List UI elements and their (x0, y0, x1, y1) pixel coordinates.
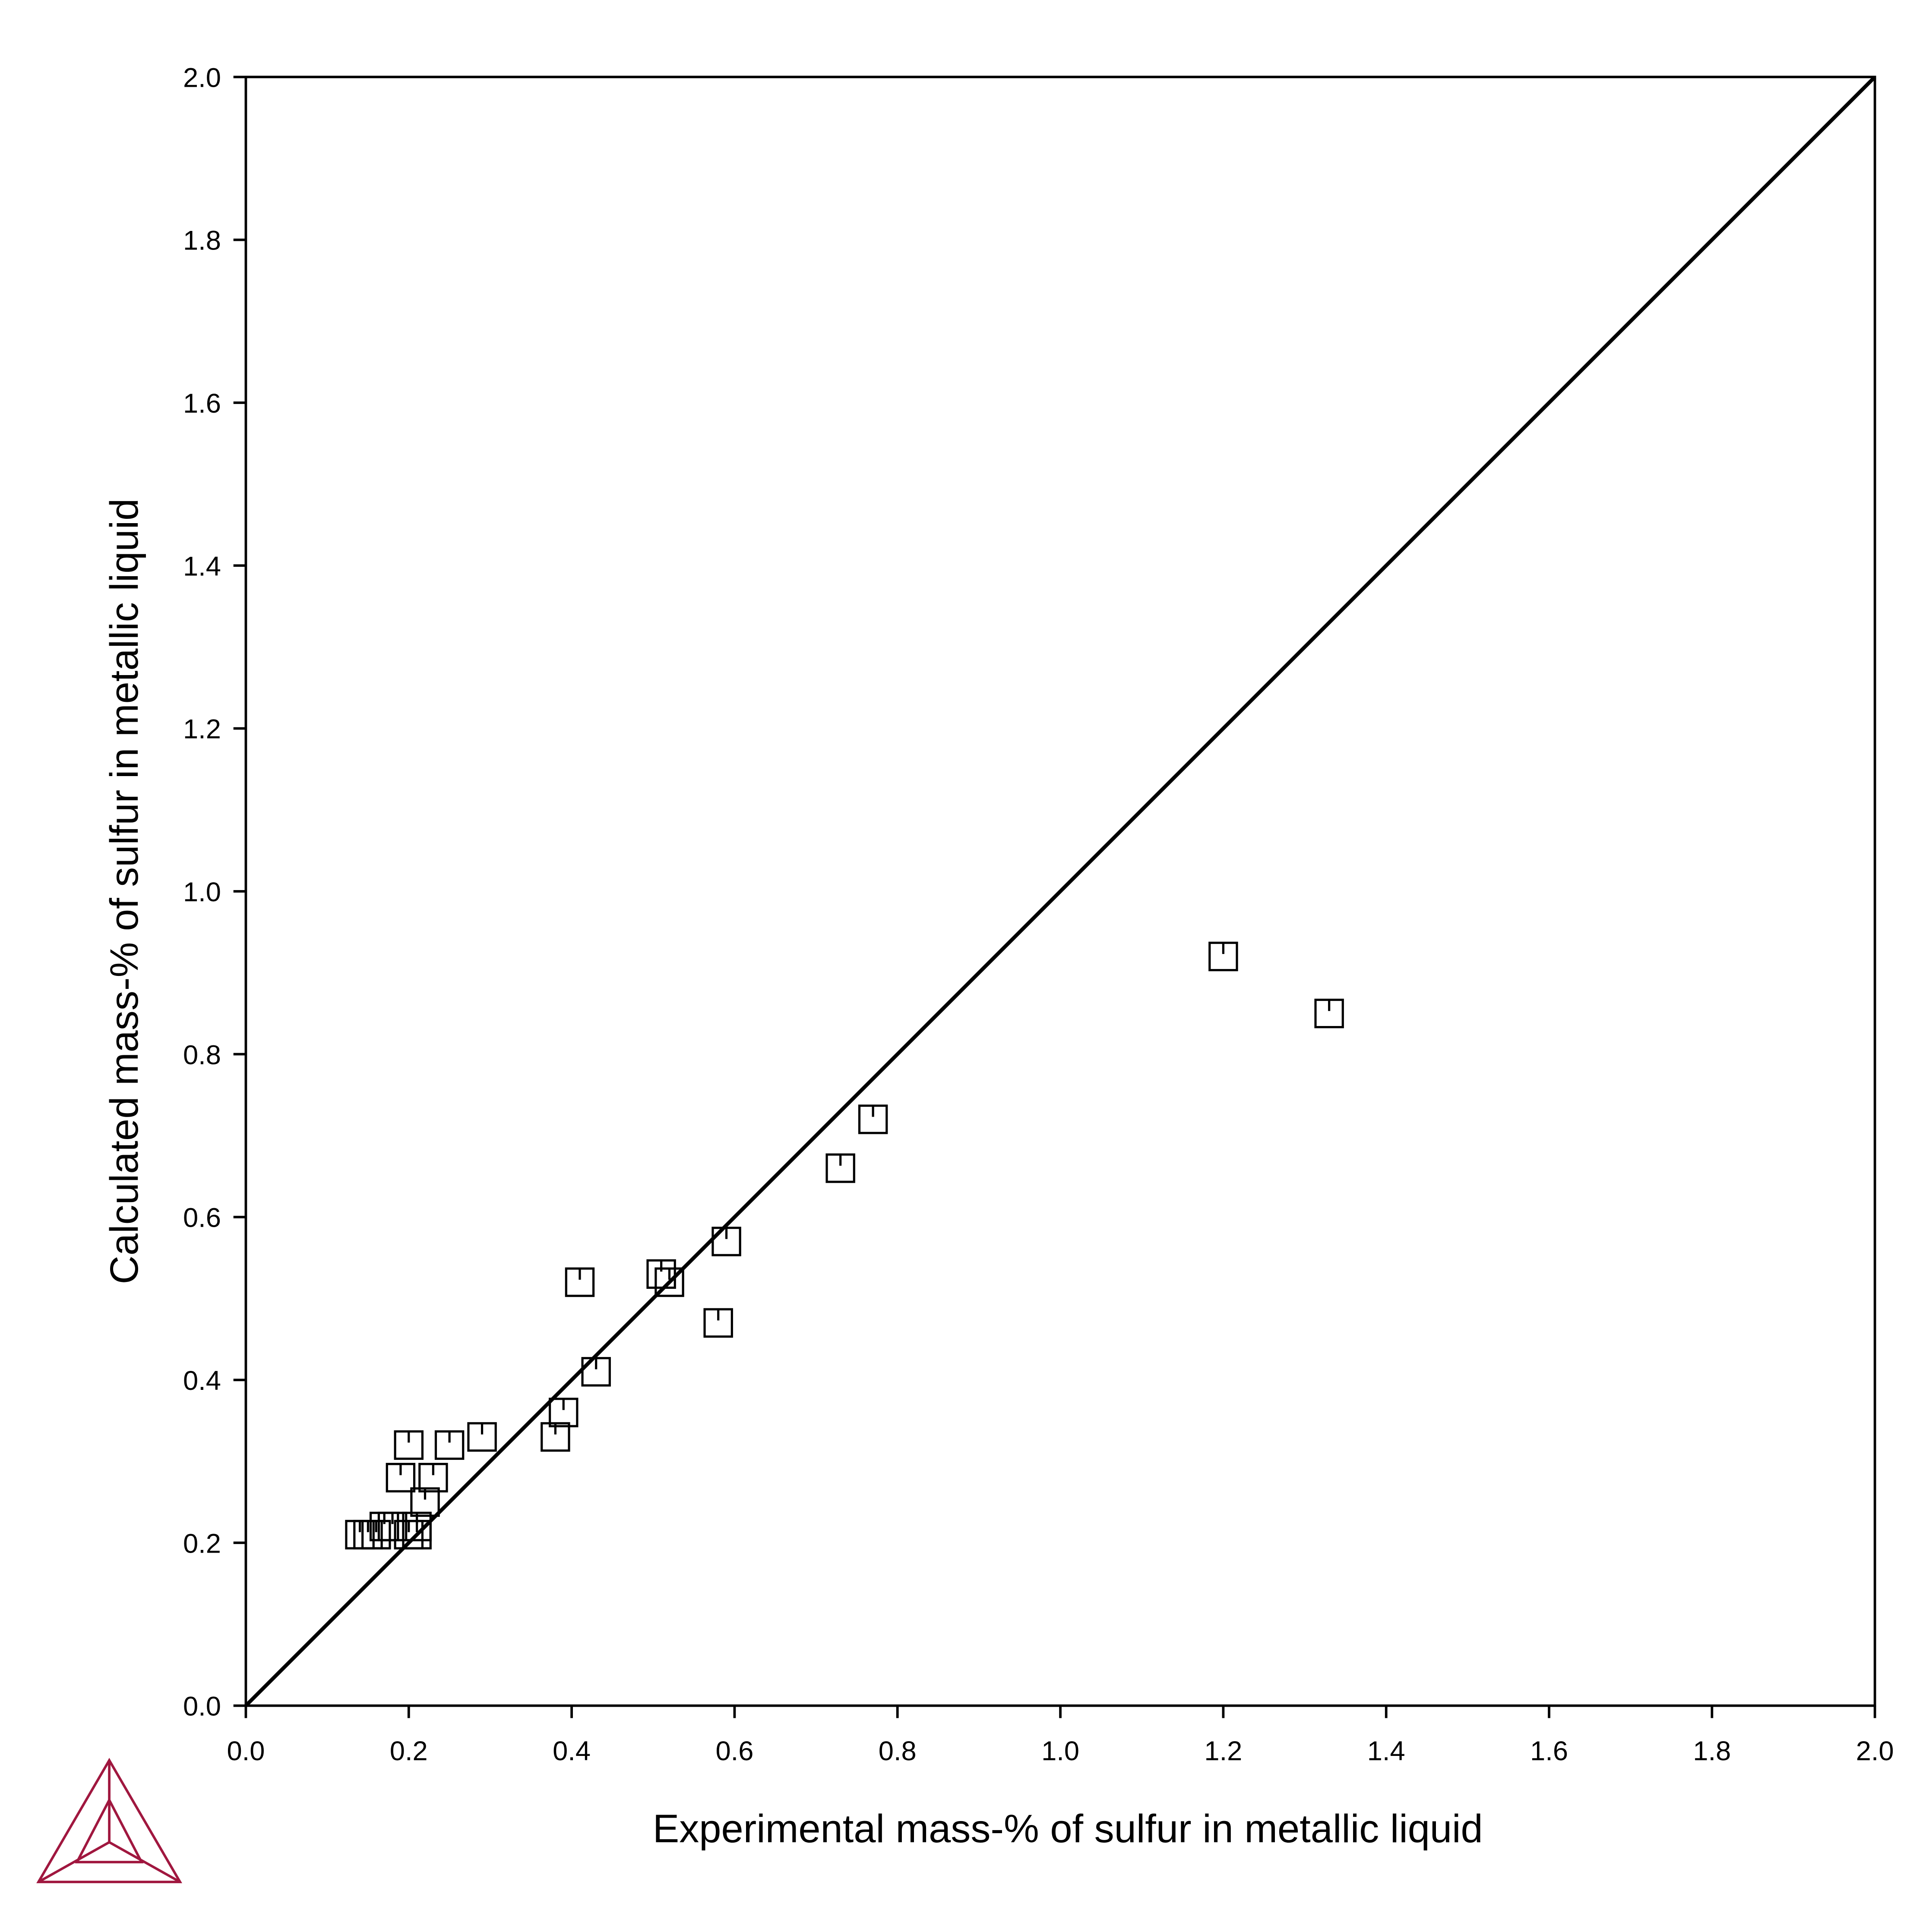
y-axis-title: Calculated mass-% of sulfur in metallic … (102, 499, 146, 1285)
y-tick-label: 2.0 (183, 63, 221, 93)
x-tick-label: 0.8 (879, 1736, 917, 1766)
x-tick-label: 0.2 (390, 1736, 428, 1766)
x-tick-label: 1.0 (1041, 1736, 1079, 1766)
y-tick-label: 1.2 (183, 714, 221, 745)
x-tick-label: 0.4 (553, 1736, 591, 1766)
y-tick-label: 1.8 (183, 226, 221, 256)
x-tick-label: 0.0 (227, 1736, 265, 1766)
y-tick-label: 0.4 (183, 1366, 221, 1396)
x-tick-label: 0.6 (715, 1736, 753, 1766)
y-tick-label: 0.8 (183, 1040, 221, 1070)
diagonal-line (244, 76, 1876, 1707)
y-tick-label: 1.0 (183, 877, 221, 907)
x-tick-label: 1.6 (1530, 1736, 1568, 1766)
y-tick-label: 1.6 (183, 388, 221, 419)
y-tick-label: 1.4 (183, 551, 221, 581)
y-tick-label: 0.2 (183, 1528, 221, 1559)
logo (36, 1758, 183, 1883)
y-tick-label: 0.0 (183, 1692, 221, 1722)
point-marker (711, 1226, 741, 1256)
x-tick-label: 1.2 (1204, 1736, 1242, 1766)
y-tick-label: 0.6 (183, 1203, 221, 1233)
x-tick-label: 2.0 (1856, 1736, 1894, 1766)
x-axis-title: Experimental mass-% of sulfur in metalli… (653, 1806, 1483, 1851)
x-tick-label: 1.4 (1367, 1736, 1405, 1766)
x-tick-label: 1.8 (1693, 1736, 1731, 1766)
